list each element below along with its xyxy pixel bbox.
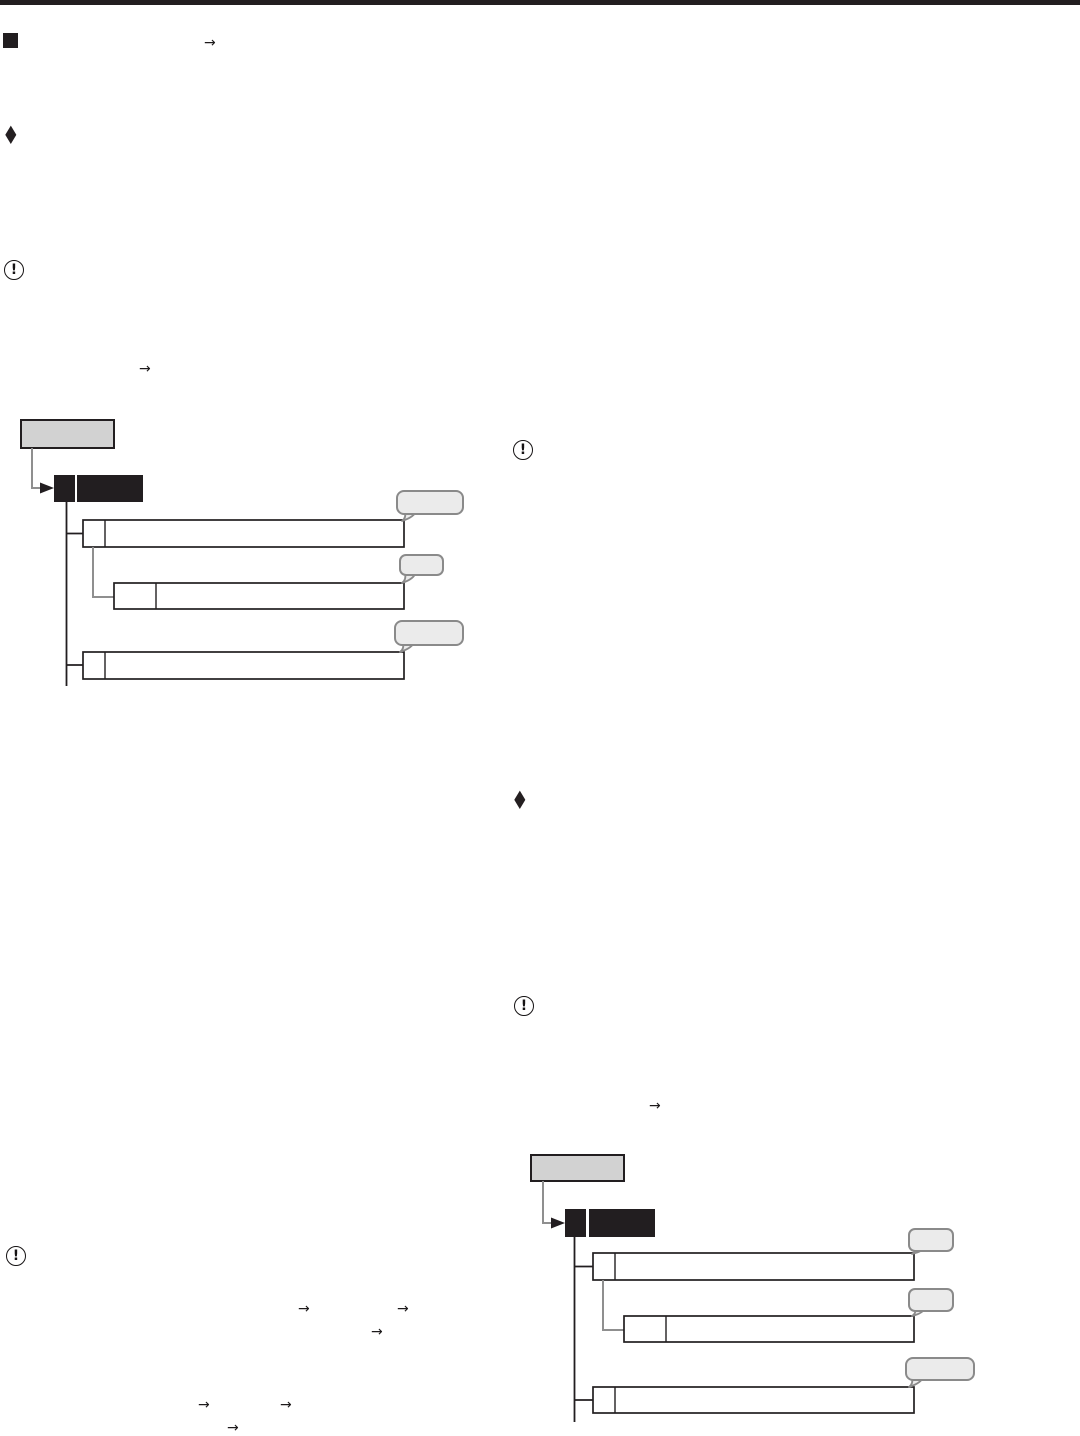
notice-icon: ! (513, 440, 533, 460)
menu-row (82, 519, 405, 548)
callout-bubble (394, 620, 464, 653)
connector-arrowhead-icon (551, 1217, 565, 1229)
inline-arrow-icon: → (397, 1301, 409, 1317)
notice-icon: ! (514, 996, 534, 1016)
menu-row (82, 651, 405, 680)
header-rule (0, 0, 1080, 5)
connector-arrowhead-icon (40, 482, 54, 494)
connector-line (602, 1280, 624, 1331)
exclamation-glyph: ! (519, 441, 527, 458)
exclamation-glyph: ! (10, 261, 18, 278)
menu-subrow (113, 582, 405, 610)
section-diamond-icon: ♦ (511, 785, 529, 816)
section-square-icon (3, 33, 18, 48)
section-diamond-icon: ♦ (2, 120, 20, 151)
notice-icon: ! (4, 260, 24, 280)
callout-bubble (396, 490, 464, 522)
callout-bubble (908, 1228, 954, 1255)
inline-arrow-icon: → (204, 35, 216, 51)
callout-bubble (908, 1288, 954, 1317)
notice-icon: ! (6, 1246, 26, 1266)
menu-subrow (623, 1315, 915, 1343)
exclamation-glyph: ! (12, 1247, 20, 1264)
connector-line (542, 1181, 553, 1224)
inline-arrow-icon: → (280, 1397, 292, 1413)
inline-arrow-icon: → (227, 1420, 239, 1436)
inline-arrow-icon: → (298, 1301, 310, 1317)
inline-arrow-icon: → (139, 361, 151, 377)
callout-bubble (905, 1357, 975, 1388)
diagram-title-box (530, 1154, 625, 1182)
menu-open-button (565, 1209, 655, 1237)
menu-tree-diagram-2 (530, 1154, 975, 1422)
diagram-title-box (20, 419, 115, 449)
menu-open-button (54, 475, 143, 502)
exclamation-glyph: ! (520, 997, 528, 1014)
inline-arrow-icon: → (371, 1324, 383, 1340)
connector-line (31, 448, 42, 489)
callout-bubble (399, 554, 444, 584)
menu-row (592, 1252, 915, 1281)
inline-arrow-icon: → (649, 1098, 661, 1114)
inline-arrow-icon: → (198, 1397, 210, 1413)
menu-tree-diagram-1 (20, 419, 464, 686)
connector-line (92, 547, 114, 598)
menu-row (592, 1386, 915, 1414)
